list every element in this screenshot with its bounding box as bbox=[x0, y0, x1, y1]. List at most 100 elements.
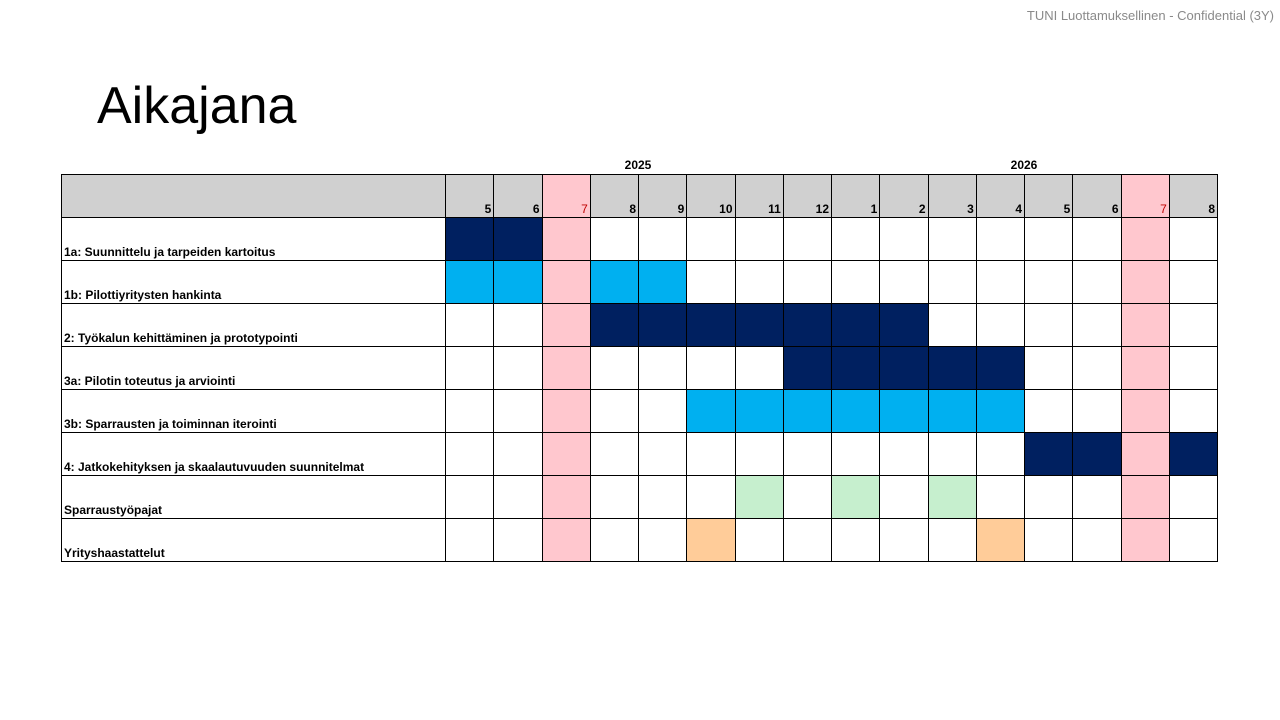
page-title: Aikajana bbox=[97, 77, 297, 135]
month-label: 9 bbox=[677, 202, 685, 216]
gantt-bar-light bbox=[493, 260, 543, 304]
gantt-bar-dark bbox=[493, 217, 543, 261]
gantt-bar-light bbox=[445, 260, 495, 304]
gantt-cell bbox=[975, 303, 1025, 347]
month-header: 5 bbox=[445, 174, 495, 218]
gantt-cell bbox=[782, 518, 832, 562]
gantt-cell bbox=[1024, 389, 1074, 433]
gantt-bar-dark bbox=[927, 346, 977, 390]
gantt-bar-light bbox=[782, 389, 832, 433]
month-label: 8 bbox=[629, 202, 636, 216]
holiday-cell bbox=[1120, 518, 1170, 562]
gantt-cell bbox=[879, 518, 929, 562]
gantt-cell bbox=[638, 518, 688, 562]
header-label-cell bbox=[61, 174, 446, 218]
gantt-cell bbox=[686, 260, 736, 304]
gantt-cell bbox=[734, 346, 784, 390]
gantt-cell bbox=[638, 432, 688, 476]
gantt-bar-interview bbox=[686, 518, 736, 562]
gantt-cell bbox=[927, 260, 977, 304]
gantt-cell bbox=[831, 217, 881, 261]
gantt-cell bbox=[1072, 260, 1122, 304]
gantt-bar-workshop bbox=[831, 475, 881, 519]
gantt-cell bbox=[1024, 303, 1074, 347]
gantt-cell bbox=[831, 518, 881, 562]
month-header: 9 bbox=[638, 174, 688, 218]
task-label: 2: Työkalun kehittäminen ja prototypoint… bbox=[64, 331, 298, 345]
task-label-cell: Sparraustyöpajat bbox=[61, 475, 446, 519]
gantt-cell bbox=[589, 475, 639, 519]
gantt-cell bbox=[1072, 518, 1122, 562]
holiday-cell bbox=[541, 260, 591, 304]
gantt-cell bbox=[638, 217, 688, 261]
gantt-cell bbox=[445, 518, 495, 562]
gantt-cell bbox=[1168, 303, 1218, 347]
confidentiality-label: TUNI Luottamuksellinen - Confidential (3… bbox=[1026, 8, 1274, 23]
holiday-cell bbox=[541, 389, 591, 433]
gantt-cell bbox=[589, 346, 639, 390]
gantt-cell bbox=[831, 260, 881, 304]
gantt-cell bbox=[445, 346, 495, 390]
task-label: 1b: Pilottiyritysten hankinta bbox=[64, 288, 222, 302]
gantt-cell bbox=[686, 475, 736, 519]
gantt-cell bbox=[589, 389, 639, 433]
month-header: 6 bbox=[1072, 174, 1122, 218]
gantt-cell bbox=[1024, 217, 1074, 261]
gantt-cell bbox=[445, 303, 495, 347]
gantt-cell bbox=[734, 260, 784, 304]
gantt-cell bbox=[782, 217, 832, 261]
gantt-bar-light bbox=[831, 389, 881, 433]
gantt-cell bbox=[493, 475, 543, 519]
month-label: 6 bbox=[1111, 202, 1119, 216]
task-label: Yrityshaastattelut bbox=[64, 546, 165, 560]
month-label: 12 bbox=[815, 202, 829, 216]
gantt-cell bbox=[879, 217, 929, 261]
month-header: 12 bbox=[782, 174, 832, 218]
gantt-bar-dark bbox=[638, 303, 688, 347]
gantt-cell bbox=[879, 475, 929, 519]
gantt-bar-dark bbox=[589, 303, 639, 347]
holiday-cell bbox=[1120, 432, 1170, 476]
gantt-cell bbox=[493, 303, 543, 347]
gantt-bar-dark bbox=[1024, 432, 1074, 476]
month-header: 5 bbox=[1024, 174, 1074, 218]
gantt-bar-dark bbox=[879, 346, 929, 390]
month-label: 1 bbox=[870, 202, 878, 216]
gantt-cell bbox=[782, 475, 832, 519]
task-label: 3b: Sparrausten ja toiminnan iterointi bbox=[64, 417, 277, 431]
task-label-cell: 1a: Suunnittelu ja tarpeiden kartoitus bbox=[61, 217, 446, 261]
gantt-cell bbox=[445, 389, 495, 433]
gantt-cell bbox=[782, 432, 832, 476]
task-label-cell: 1b: Pilottiyritysten hankinta bbox=[61, 260, 446, 304]
gantt-cell bbox=[638, 475, 688, 519]
gantt-bar-light bbox=[686, 389, 736, 433]
month-header: 3 bbox=[927, 174, 977, 218]
month-header: 6 bbox=[493, 174, 543, 218]
gantt-cell bbox=[1072, 475, 1122, 519]
gantt-cell bbox=[589, 217, 639, 261]
month-header: 2 bbox=[879, 174, 929, 218]
gantt-bar-light bbox=[589, 260, 639, 304]
gantt-cell bbox=[1072, 389, 1122, 433]
gantt-cell bbox=[734, 432, 784, 476]
month-label: 5 bbox=[1063, 202, 1071, 216]
gantt-cell bbox=[493, 389, 543, 433]
gantt-bar-dark bbox=[831, 303, 881, 347]
gantt-bar-light bbox=[638, 260, 688, 304]
gantt-cell bbox=[1168, 475, 1218, 519]
gantt-cell bbox=[927, 217, 977, 261]
task-label-cell: 3b: Sparrausten ja toiminnan iterointi bbox=[61, 389, 446, 433]
month-header: 4 bbox=[975, 174, 1025, 218]
gantt-cell bbox=[1168, 389, 1218, 433]
holiday-cell bbox=[541, 303, 591, 347]
holiday-cell bbox=[1120, 217, 1170, 261]
gantt-cell bbox=[1024, 346, 1074, 390]
holiday-cell bbox=[541, 432, 591, 476]
year-label: 2026 bbox=[1010, 158, 1038, 172]
gantt-cell bbox=[734, 518, 784, 562]
gantt-cell bbox=[975, 260, 1025, 304]
month-label: 11 bbox=[768, 202, 781, 216]
gantt-cell bbox=[1168, 260, 1218, 304]
gantt-cell bbox=[493, 518, 543, 562]
holiday-cell bbox=[541, 217, 591, 261]
